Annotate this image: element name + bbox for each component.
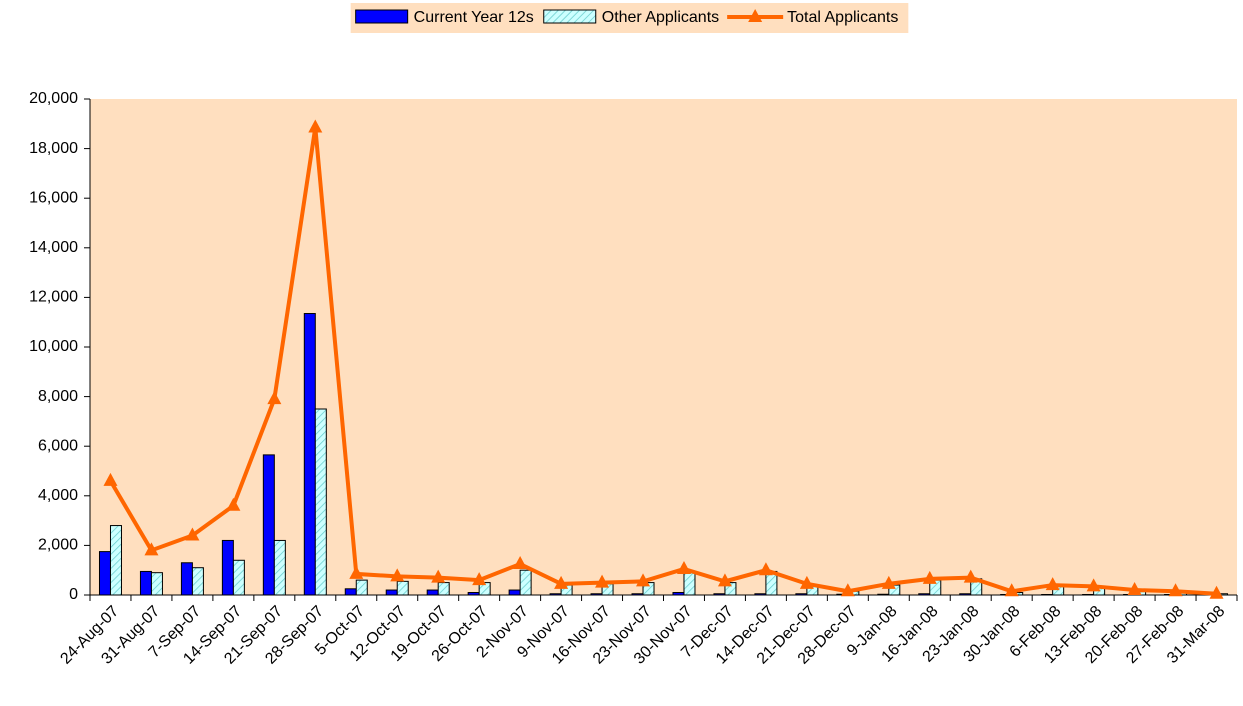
y-tick-label: 2,000	[38, 537, 78, 554]
bar	[642, 582, 655, 596]
bar	[150, 572, 163, 596]
bar	[724, 582, 737, 596]
marker	[1004, 583, 1019, 597]
marker	[1127, 582, 1142, 596]
legend-marker	[748, 9, 763, 22]
marker	[185, 527, 200, 541]
y-tick-label: 18,000	[29, 140, 78, 157]
line	[108, 127, 1217, 596]
legend-label: Other Applicants	[602, 9, 719, 26]
marker	[267, 391, 282, 405]
y-tick-label: 6,000	[38, 437, 78, 454]
bar	[918, 593, 931, 596]
bar	[795, 593, 808, 596]
y-tick-label: 14,000	[29, 239, 78, 256]
bar	[519, 569, 532, 596]
bar	[344, 588, 357, 596]
marker	[308, 119, 323, 133]
bar	[672, 592, 685, 596]
marker	[636, 573, 651, 587]
legend-label: Total Applicants	[787, 9, 898, 26]
y-tick-label: 10,000	[29, 338, 78, 355]
bar	[437, 582, 450, 596]
marker	[676, 560, 691, 574]
marker	[431, 569, 446, 583]
marker	[1045, 577, 1060, 591]
bar	[139, 570, 152, 596]
marker	[758, 562, 773, 576]
bar	[303, 313, 316, 596]
marker	[840, 583, 855, 597]
marker	[226, 497, 241, 511]
legend-swatch	[355, 9, 409, 24]
bar	[549, 593, 562, 596]
bar	[221, 539, 234, 596]
y-tick-label: 4,000	[38, 487, 78, 504]
marker	[881, 575, 896, 589]
marker	[103, 472, 118, 486]
bar	[508, 589, 521, 596]
marker	[1168, 583, 1183, 597]
bar	[385, 589, 398, 596]
bar	[232, 559, 245, 596]
legend-box	[350, 3, 909, 33]
marker	[349, 565, 364, 579]
legend-swatch	[543, 9, 597, 24]
legend-label: Current Year 12s	[414, 9, 534, 26]
y-tick-label: 20,000	[29, 90, 78, 107]
marker	[963, 569, 978, 583]
bar	[590, 593, 603, 596]
bar	[355, 579, 368, 596]
marker	[717, 573, 732, 587]
y-tick-label: 0	[69, 586, 78, 603]
legend: Current Year 12s Other Applicants Total Ap…	[350, 3, 909, 33]
bar	[959, 593, 972, 596]
bar	[273, 539, 286, 596]
marker	[144, 542, 159, 556]
y-tick-label: 16,000	[29, 189, 78, 206]
marker	[922, 570, 937, 584]
y-tick-label: 12,000	[29, 289, 78, 306]
marker	[1209, 585, 1224, 599]
marker	[799, 575, 814, 589]
marker	[390, 568, 405, 582]
bar	[683, 572, 696, 596]
bar	[426, 589, 439, 596]
marker	[472, 572, 487, 586]
bar	[396, 580, 409, 596]
bar	[877, 593, 890, 596]
plot-area	[90, 99, 1237, 595]
marker	[1086, 578, 1101, 592]
bar	[713, 593, 726, 596]
bar	[98, 551, 111, 596]
marker	[554, 575, 569, 589]
bar	[631, 593, 644, 596]
bar	[180, 562, 193, 596]
marker	[595, 574, 610, 588]
marker	[513, 556, 528, 569]
bar	[262, 454, 275, 596]
bar	[314, 408, 327, 596]
bar	[467, 592, 480, 596]
bar	[109, 525, 122, 596]
bar	[191, 567, 204, 596]
bar	[754, 593, 767, 596]
y-tick-label: 8,000	[38, 388, 78, 405]
